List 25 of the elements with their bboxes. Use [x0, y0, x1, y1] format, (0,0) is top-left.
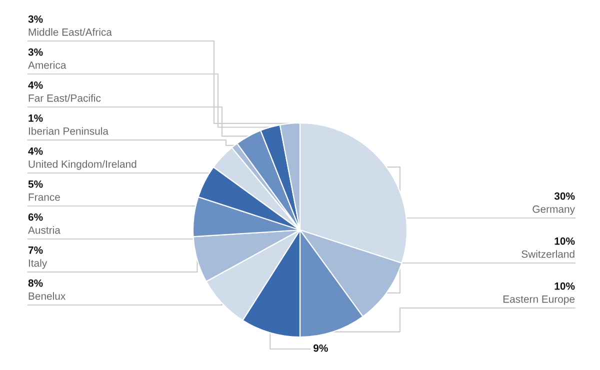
data-label: 10%: [554, 282, 575, 290]
data-label: 5%: [28, 180, 43, 188]
data-label: 6%: [28, 213, 43, 221]
data-label: 7%: [28, 246, 43, 254]
slice-label: Iberian Peninsula: [28, 127, 108, 135]
slice-label: United Kingdom/Ireland: [28, 160, 136, 170]
slice-label: Middle East/Africa: [28, 28, 112, 36]
data-label: 9%: [314, 344, 328, 352]
data-label: 30%: [554, 192, 575, 200]
slice-label: Austria: [28, 226, 60, 234]
data-label: 4%: [28, 147, 43, 155]
data-label: 3%: [28, 15, 43, 23]
slice-label: America: [28, 61, 66, 69]
slice-label: Germany: [532, 205, 575, 215]
data-label: 3%: [28, 48, 43, 56]
data-label: 1%: [28, 114, 43, 122]
slice-label: France: [28, 194, 60, 201]
data-label: 8%: [28, 279, 43, 287]
data-label: 4%: [28, 81, 43, 89]
slice-label: Eastern Europe: [503, 296, 575, 305]
slice-label: Far East/Pacific: [28, 94, 101, 102]
slice-label: Switzerland: [522, 250, 574, 258]
data-label: 10%: [554, 237, 575, 245]
slice-label: Benelux: [28, 292, 66, 300]
slice-label: Italy: [28, 259, 48, 269]
